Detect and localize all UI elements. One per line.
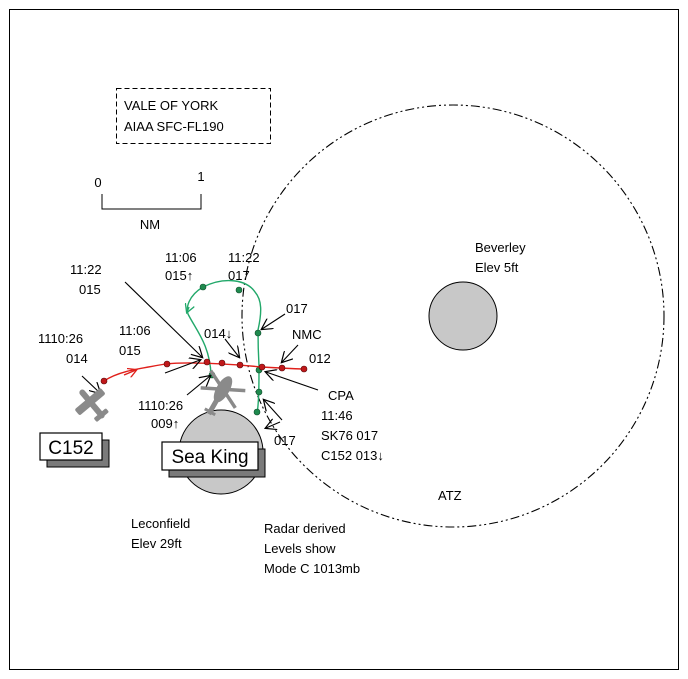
cpa-title: CPA [328,388,354,403]
seaking-level-017a: 017 [286,301,308,316]
seaking-time-3: 11:22 [228,250,260,265]
c152-time-2: 11:06 [119,323,151,338]
cpa-seaking-level: SK76 017 [321,428,378,443]
beverley-name: Beverley [475,240,526,255]
seaking-track-points [199,283,263,416]
seaking-direction-arrow [187,307,189,312]
beverley-aerodrome [428,281,498,351]
airspace-box [116,88,271,144]
c152-nmc-label: NMC [292,327,322,342]
seaking-time-1: 1110:26 [138,398,183,413]
atz-boundary [241,104,665,528]
seaking-level-017b: 017 [274,433,296,448]
beverley-elev: Elev 5ft [475,260,519,275]
seaking-level-1: 009↑ [151,416,179,431]
c152-time-1: 1110:26 [38,331,83,346]
c152-end-level: 012 [309,351,331,366]
cpa-time: 11:46 [321,408,353,423]
c152-aircraft-icon [75,388,109,422]
seaking-level-2: 015↑ [165,268,193,283]
leconfield-elev: Elev 29ft [131,536,182,551]
c152-level-3: 015 [79,282,101,297]
leconfield-name: Leconfield [131,516,190,531]
c152-direction-arrow [123,370,136,375]
c152-tag: C152 [39,432,110,468]
seaking-level-3: 017 [228,268,250,283]
airspace-limits: AIAA SFC-FL190 [124,119,224,134]
cpa-c152-level: C152 013↓ [321,448,384,463]
scale-end: 1 [197,169,204,184]
note-line-3: Mode C 1013mb [264,561,360,576]
c152-time-3: 11:22 [70,262,102,277]
c152-track-points [100,358,308,385]
seaking-time-2: 11:06 [165,250,197,265]
scale-bar [101,194,202,210]
note-line-1: Radar derived [264,521,346,536]
c152-track [103,362,305,382]
scale-unit: NM [140,217,160,232]
c152-level-1: 014 [66,351,88,366]
atz-label: ATZ [438,488,462,503]
leader-lines [81,281,319,428]
note-line-2: Levels show [264,541,336,556]
diagram-frame [9,9,679,670]
seaking-tag-text: Sea King [171,447,248,468]
seaking-tag: Sea King [161,441,266,478]
seaking-helicopter-icon [200,369,246,417]
c152-tag-text: C152 [48,438,93,459]
seaking-level-014: 014↓ [204,326,232,341]
scale-start: 0 [94,175,101,190]
airspace-name: VALE OF YORK [124,98,218,113]
c152-level-2: 015 [119,343,141,358]
